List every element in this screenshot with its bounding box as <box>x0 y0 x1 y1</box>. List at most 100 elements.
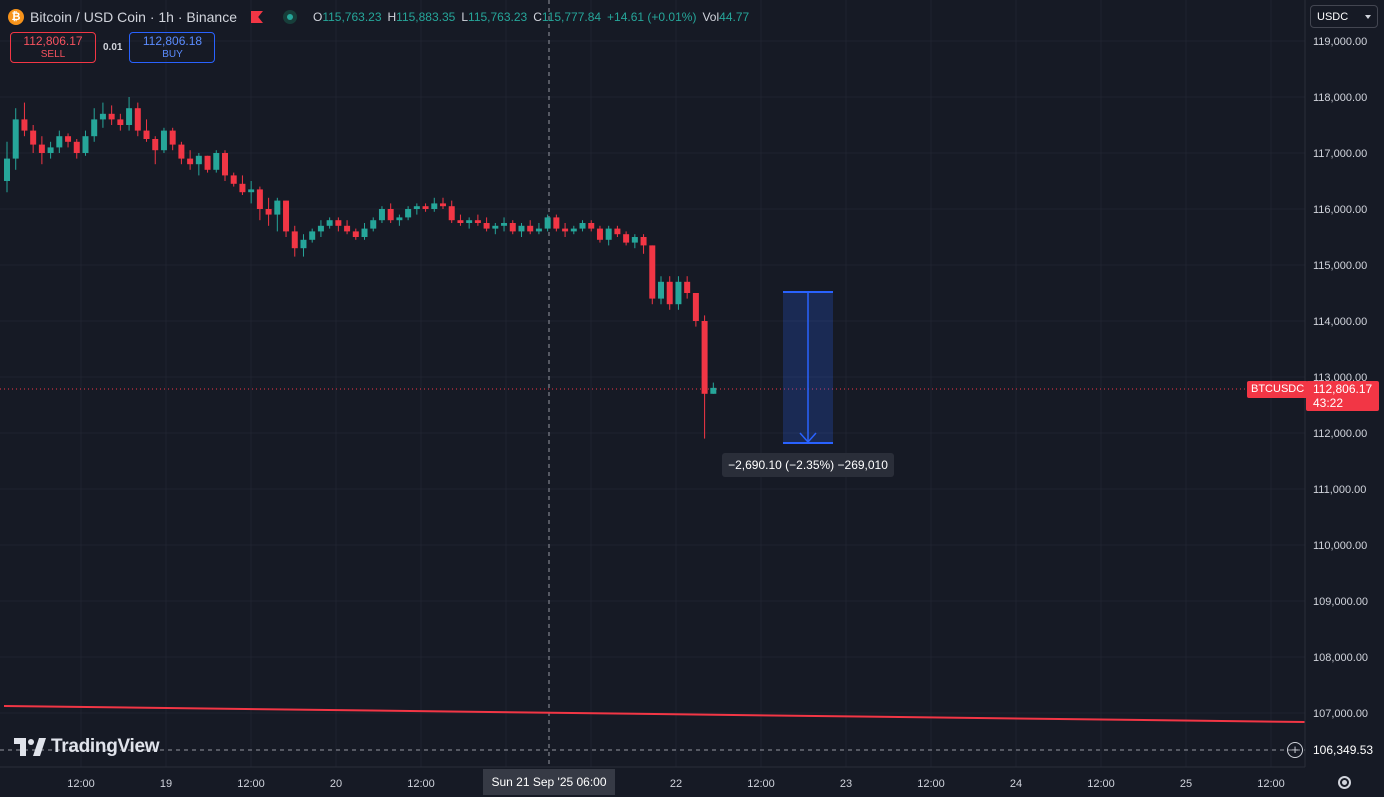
candle <box>405 206 412 221</box>
candle <box>396 214 403 226</box>
candle <box>126 97 133 131</box>
candle <box>413 203 420 215</box>
candle <box>283 200 290 237</box>
sell-price: 112,806.17 <box>23 33 83 48</box>
price-tick-label: 109,000.00 <box>1313 596 1368 608</box>
candle <box>440 197 446 209</box>
candle <box>47 141 54 159</box>
time-tick-label: 24 <box>1010 778 1022 790</box>
candle <box>248 181 255 204</box>
add-alert-plus-icon[interactable]: + <box>1287 742 1303 758</box>
candle <box>309 228 316 243</box>
bitcoin-icon: ₿ <box>8 9 24 25</box>
candle <box>265 197 272 226</box>
candle <box>152 136 159 165</box>
candle <box>187 150 194 170</box>
candle <box>605 225 612 246</box>
candle <box>134 102 141 137</box>
watermark-text: TradingView <box>51 736 160 757</box>
candle <box>378 206 385 223</box>
candle <box>675 276 682 310</box>
candle <box>352 228 359 240</box>
price-axis[interactable]: 119,000.00 118,000.00 117,000.00 116,000.00… <box>1313 36 1368 720</box>
candle <box>483 217 490 232</box>
time-tick-label: 12:00 <box>1257 778 1285 790</box>
candle <box>640 234 647 254</box>
candle <box>195 153 202 176</box>
candle <box>649 245 656 305</box>
candle <box>317 220 324 237</box>
candle <box>291 225 298 257</box>
candle <box>684 276 691 299</box>
candle <box>82 130 89 156</box>
candle <box>509 220 516 235</box>
chevron-down-icon <box>1365 14 1371 19</box>
candle <box>256 186 263 221</box>
candle <box>108 105 115 125</box>
candle <box>65 133 72 148</box>
last-price-value: 112,806.17 <box>1313 382 1373 396</box>
spread-value: 0.01 <box>103 42 123 53</box>
time-axis[interactable]: 12:001912:002012:002112:002212:002312:00… <box>67 778 1285 790</box>
candle <box>492 223 499 235</box>
symbol-title[interactable]: Bitcoin / USD Coin · 1h · Binance <box>30 9 237 25</box>
tradingview-logo-icon <box>14 738 46 756</box>
candle <box>230 172 237 187</box>
candle <box>73 139 80 159</box>
candle <box>178 141 185 165</box>
time-tick-label: 12:00 <box>67 778 95 790</box>
candle <box>143 119 150 142</box>
flag-icon[interactable] <box>250 11 263 23</box>
candle <box>370 217 377 232</box>
candle <box>658 276 664 305</box>
trend-line[interactable] <box>3 705 1306 723</box>
candle <box>614 225 621 237</box>
candle <box>300 234 307 257</box>
candle <box>30 125 37 153</box>
price-tick-label: 116,000.00 <box>1313 204 1367 216</box>
ohlc-low: L115,763.23 <box>461 10 528 24</box>
market-status-icon[interactable] <box>282 10 297 24</box>
bar-countdown: 43:22 <box>1313 396 1344 410</box>
ohlc-change: +14.61 (+0.01%) <box>607 10 697 24</box>
candle <box>623 231 630 246</box>
time-tick-label: 12:00 <box>1087 778 1115 790</box>
candle <box>666 276 673 310</box>
candle <box>535 223 542 235</box>
candle <box>631 234 638 249</box>
settings-gear-icon[interactable] <box>1338 776 1351 789</box>
candle <box>710 382 717 394</box>
time-tick-label: 12:00 <box>407 778 435 790</box>
candle <box>422 203 429 212</box>
candle <box>169 127 176 151</box>
price-tick-label: 119,000.00 <box>1313 36 1367 48</box>
candle <box>91 108 98 142</box>
candle <box>448 200 455 223</box>
ohlc-high: H115,883.35 <box>387 10 456 24</box>
price-tick-label: 118,000.00 <box>1313 92 1367 104</box>
candle <box>570 225 577 235</box>
time-tick-label: 12:00 <box>237 778 265 790</box>
tradingview-watermark[interactable]: TradingView <box>14 736 160 758</box>
candle <box>99 102 106 128</box>
buy-button[interactable]: 112,806.18 BUY <box>129 32 216 63</box>
currency-select[interactable]: USDC <box>1310 5 1378 28</box>
ohlc-close: C115,777.84 <box>533 10 602 24</box>
candle <box>213 150 220 173</box>
price-tick-label: 115,000.00 <box>1313 260 1367 272</box>
symbol-price-label: BTCUSDC <box>1247 381 1309 398</box>
time-tick-label: 20 <box>330 778 342 790</box>
price-tick-label: 114,000.00 <box>1313 316 1367 328</box>
crosshair-price-label: 106,349.53 <box>1306 741 1384 759</box>
sell-button[interactable]: 112,806.17 SELL <box>10 32 96 63</box>
ohlc-volume: Vol44.77 <box>702 10 750 24</box>
candle <box>335 217 342 232</box>
candle <box>38 136 45 165</box>
candle <box>518 223 525 237</box>
crosshair-date-label: Sun 21 Sep '25 06:00 <box>483 769 615 795</box>
time-tick-label: 22 <box>670 778 682 790</box>
price-range-measure[interactable] <box>783 291 833 444</box>
candle <box>274 197 281 232</box>
price-tick-label: 110,000.00 <box>1313 540 1367 552</box>
